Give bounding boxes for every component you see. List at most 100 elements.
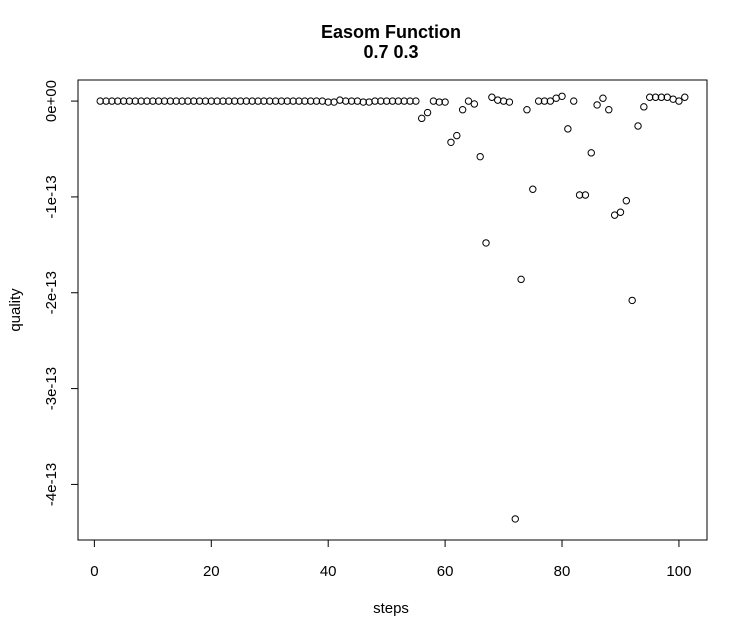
y-axis-label: quality bbox=[7, 288, 24, 332]
data-point bbox=[271, 97, 280, 105]
data-point bbox=[324, 98, 332, 106]
data-point bbox=[494, 96, 502, 104]
data-point bbox=[359, 98, 367, 106]
y-tick-label: -2e-13 bbox=[43, 271, 60, 314]
data-point bbox=[388, 97, 397, 105]
data-point bbox=[312, 97, 321, 105]
data-point bbox=[394, 97, 403, 105]
data-points bbox=[96, 92, 689, 523]
x-tick-label: 100 bbox=[666, 563, 691, 580]
data-point bbox=[570, 97, 578, 105]
data-point bbox=[634, 122, 642, 130]
data-point bbox=[499, 97, 508, 105]
data-point bbox=[581, 191, 590, 199]
data-point bbox=[488, 93, 496, 101]
data-point bbox=[476, 152, 484, 161]
data-point bbox=[587, 149, 595, 157]
data-point bbox=[295, 97, 303, 105]
data-point bbox=[605, 106, 613, 114]
data-point bbox=[546, 97, 555, 105]
data-point bbox=[149, 97, 157, 105]
data-point bbox=[651, 93, 660, 101]
data-point bbox=[266, 97, 274, 105]
data-point bbox=[418, 114, 426, 123]
data-point bbox=[236, 97, 245, 105]
data-point bbox=[441, 98, 449, 106]
data-point bbox=[230, 97, 239, 105]
data-point bbox=[593, 101, 601, 109]
data-point bbox=[423, 108, 432, 117]
data-point bbox=[406, 97, 414, 105]
data-point bbox=[160, 97, 169, 105]
data-point bbox=[400, 97, 408, 105]
x-tick-label: 0 bbox=[90, 563, 98, 580]
data-point bbox=[289, 97, 297, 105]
data-point bbox=[564, 125, 572, 133]
data-point bbox=[108, 97, 116, 105]
data-point bbox=[119, 97, 128, 105]
data-point bbox=[628, 296, 636, 305]
y-tick-label: -3e-13 bbox=[43, 367, 60, 410]
x-tick-label: 80 bbox=[554, 563, 571, 580]
data-point bbox=[102, 97, 110, 105]
data-point bbox=[248, 97, 256, 105]
data-point bbox=[505, 98, 514, 106]
data-point bbox=[534, 97, 543, 105]
data-point bbox=[347, 97, 356, 105]
data-point bbox=[377, 97, 385, 105]
data-point bbox=[213, 97, 221, 105]
data-point bbox=[435, 98, 443, 106]
data-point bbox=[447, 138, 455, 146]
data-point bbox=[517, 275, 525, 284]
data-point bbox=[616, 208, 625, 216]
data-point bbox=[482, 239, 490, 247]
data-point bbox=[464, 97, 473, 105]
data-point bbox=[260, 97, 268, 105]
data-point bbox=[610, 211, 619, 219]
data-point bbox=[523, 106, 531, 114]
data-point bbox=[143, 97, 151, 105]
x-tick-label: 40 bbox=[320, 563, 337, 580]
data-point bbox=[382, 97, 391, 105]
data-point bbox=[657, 93, 666, 101]
data-point bbox=[540, 97, 549, 105]
data-point bbox=[681, 93, 689, 101]
data-point bbox=[599, 94, 607, 102]
chart-subtitle: 0.7 0.3 bbox=[363, 42, 418, 62]
data-point bbox=[558, 92, 566, 100]
data-point bbox=[201, 97, 210, 105]
data-point bbox=[336, 96, 344, 104]
data-point bbox=[529, 185, 537, 193]
data-point bbox=[458, 106, 467, 114]
data-point bbox=[470, 100, 479, 108]
data-point bbox=[412, 97, 420, 105]
data-point bbox=[277, 97, 286, 105]
data-point bbox=[301, 97, 309, 105]
data-point bbox=[190, 97, 198, 105]
x-tick-label: 20 bbox=[203, 563, 220, 580]
data-point bbox=[137, 97, 145, 105]
y-tick-label: -4e-13 bbox=[43, 463, 60, 506]
data-point bbox=[225, 97, 233, 105]
x-axis-label: steps bbox=[373, 600, 409, 617]
data-point bbox=[429, 97, 438, 105]
data-point bbox=[342, 97, 350, 105]
y-axis: 0e+00 -1e-13 -2e-13 -3e-13 -4e-13 bbox=[43, 80, 79, 506]
data-point bbox=[646, 93, 654, 101]
data-point bbox=[207, 97, 215, 105]
data-point bbox=[178, 97, 186, 105]
data-point bbox=[622, 197, 631, 205]
data-point bbox=[254, 97, 262, 105]
data-point bbox=[184, 97, 192, 105]
data-point bbox=[575, 191, 584, 199]
y-tick-label: 0e+00 bbox=[43, 80, 60, 122]
data-point bbox=[371, 97, 379, 105]
chart-title: Easom Function bbox=[321, 22, 461, 42]
x-axis: 0 20 40 60 80 100 bbox=[90, 539, 691, 580]
data-point bbox=[219, 97, 227, 105]
data-point bbox=[195, 97, 204, 105]
data-point bbox=[453, 131, 461, 140]
x-tick-label: 60 bbox=[437, 563, 454, 580]
data-point bbox=[154, 97, 163, 105]
